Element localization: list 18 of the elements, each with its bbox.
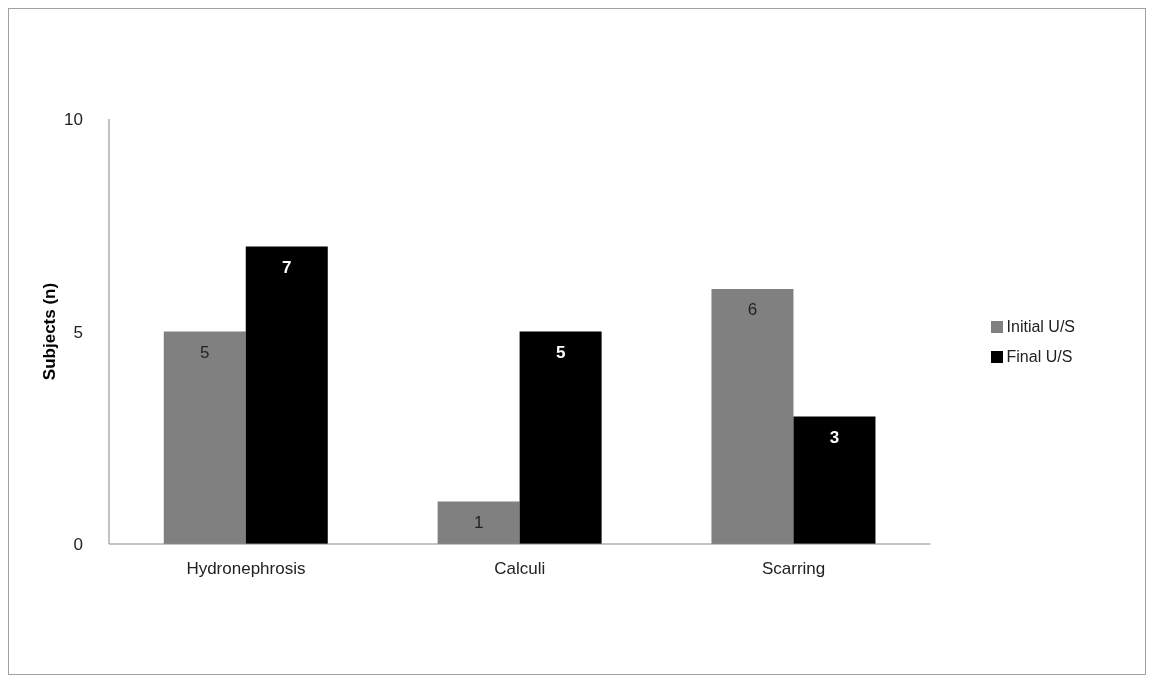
x-tick-label: Calculi	[494, 559, 546, 579]
data-label: 6	[747, 300, 758, 320]
data-label: 3	[829, 427, 840, 447]
bar	[245, 246, 328, 544]
legend-label: Initial U/S	[1006, 317, 1075, 335]
data-label: 1	[473, 512, 484, 532]
y-tick-label: 0	[73, 535, 83, 555]
x-tick-label: Hydronephrosis	[186, 559, 306, 579]
data-label: 5	[555, 342, 566, 362]
bar	[519, 331, 602, 544]
data-label: 5	[200, 342, 210, 362]
bar	[793, 416, 876, 544]
x-tick-label: Scarring	[761, 559, 826, 579]
y-tick-label: 10	[64, 110, 83, 130]
y-tick-label: 5	[73, 322, 83, 342]
data-label: 7	[282, 257, 292, 277]
legend-label: Final U/S	[1006, 347, 1073, 365]
y-axis-title: Subjects (n)	[40, 282, 60, 381]
